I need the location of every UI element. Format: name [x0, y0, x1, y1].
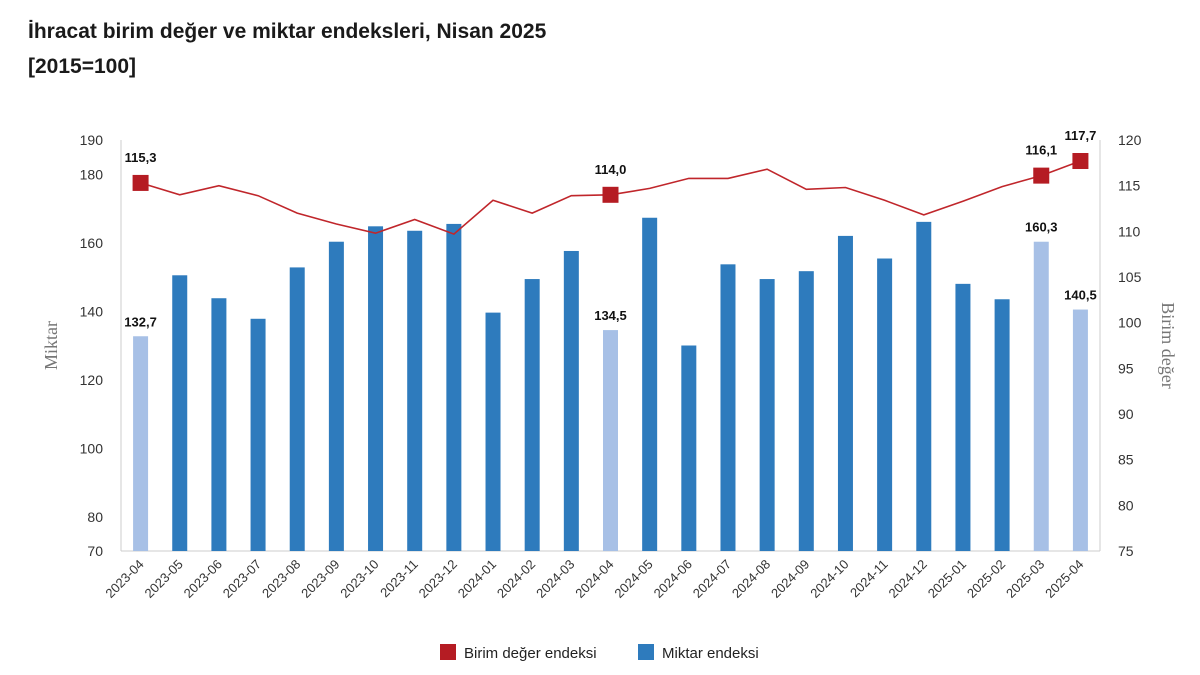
bar [407, 230, 423, 551]
x-tick-label: 2024-04 [572, 557, 616, 601]
x-tick-label: 2024-10 [807, 557, 851, 601]
bar [877, 258, 893, 551]
data-label: 115,3 [125, 150, 157, 165]
bar [642, 217, 658, 551]
legend-swatch [638, 644, 654, 660]
line-marker [602, 186, 619, 203]
x-tick-label: 2024-01 [455, 557, 499, 601]
data-label: 160,3 [1025, 220, 1058, 235]
x-tick-label: 2025-02 [964, 557, 1008, 601]
bar [524, 279, 540, 551]
left-tick-label: 120 [80, 372, 104, 388]
x-tick-label: 2023-11 [377, 557, 421, 601]
bar-series [133, 217, 1088, 552]
x-tick-label: 2025-01 [925, 557, 969, 601]
x-tick-label: 2023-12 [416, 557, 460, 601]
axes: 70 80 100 120 140 160 180 190 75 80 85 90 95 100 105 11… [41, 132, 1178, 559]
data-label: 114,0 [595, 162, 627, 177]
x-tick-label: 2024-11 [847, 557, 891, 601]
x-tick-label: 2024-09 [768, 557, 812, 601]
left-tick-label: 160 [80, 235, 104, 251]
x-tick-label: 2023-05 [142, 557, 186, 601]
x-tick-label: 2025-04 [1042, 557, 1086, 601]
line-marker [1072, 153, 1089, 170]
chart-title: İhracat birim değer ve miktar endeksleri… [28, 20, 547, 43]
bar [759, 279, 775, 551]
bar [603, 330, 618, 551]
right-tick-label: 120 [1118, 132, 1142, 148]
left-tick-label: 140 [80, 303, 104, 319]
data-label: 116,1 [1025, 143, 1057, 158]
right-tick-label: 95 [1118, 360, 1134, 376]
x-tick-label: 2024-03 [533, 557, 577, 601]
left-tick-label: 100 [80, 440, 104, 456]
right-tick-label: 115 [1118, 178, 1141, 194]
legend: Birim değer endeksi Miktar endeksi [440, 644, 759, 662]
bar [916, 221, 932, 552]
bar [1072, 309, 1088, 551]
x-tick-label: 2024-12 [886, 557, 930, 601]
legend-label: Birim değer endeksi [464, 645, 597, 662]
x-tick-label: 2024-05 [611, 557, 655, 601]
data-label: 117,7 [1065, 128, 1097, 143]
x-tick-label: 2025-03 [1003, 557, 1047, 601]
data-labels: 115,3 114,0 116,1 117,7 132,7 134,5 160,3 140,5 [124, 128, 1096, 329]
right-tick-label: 100 [1118, 315, 1142, 331]
bar [368, 226, 384, 551]
bar [1033, 241, 1049, 551]
bar [289, 267, 305, 551]
right-tick-label: 80 [1118, 497, 1134, 513]
left-tick-label: 80 [87, 509, 103, 525]
x-tick-label: 2024-06 [651, 557, 695, 601]
bar [250, 318, 266, 551]
bar [955, 283, 971, 551]
x-tick-label: 2023-10 [337, 557, 381, 601]
x-tick-label: 2023-07 [220, 557, 264, 601]
left-tick-label: 190 [80, 132, 104, 148]
x-tick-label: 2024-08 [729, 557, 773, 601]
left-axis-title: Miktar [41, 321, 61, 370]
left-tick-label: 70 [87, 543, 103, 559]
right-tick-label: 90 [1118, 406, 1134, 422]
x-axis-ticks: 2023-042023-052023-062023-072023-082023-… [102, 557, 1086, 601]
x-tick-label: 2024-02 [494, 557, 538, 601]
bar [172, 275, 188, 551]
bar [133, 336, 149, 551]
bar [328, 241, 344, 551]
bar [563, 250, 579, 551]
legend-label: Miktar endeksi [662, 645, 759, 662]
x-tick-label: 2024-07 [690, 557, 734, 601]
x-tick-label: 2023-06 [181, 557, 225, 601]
legend-swatch [440, 644, 456, 660]
x-tick-label: 2023-09 [298, 557, 342, 601]
bar [446, 223, 462, 551]
x-tick-label: 2023-08 [259, 557, 303, 601]
bar [211, 298, 227, 551]
bar [485, 312, 501, 551]
data-label: 140,5 [1064, 288, 1097, 303]
data-label: 134,5 [594, 308, 627, 323]
left-tick-label: 180 [80, 166, 104, 182]
bar [994, 299, 1010, 551]
x-tick-label: 2023-04 [102, 557, 146, 601]
right-tick-label: 85 [1118, 452, 1134, 468]
right-axis-title: Birim değer [1158, 302, 1178, 388]
line-marker [1033, 167, 1050, 184]
data-label: 132,7 [124, 314, 157, 329]
bar [720, 264, 736, 551]
bar [798, 271, 814, 551]
line-series [132, 153, 1089, 236]
line-marker [132, 174, 149, 191]
right-tick-label: 105 [1118, 269, 1142, 285]
bar [837, 235, 853, 551]
right-tick-label: 75 [1118, 543, 1134, 559]
right-tick-label: 110 [1118, 223, 1141, 239]
chart-subtitle: [2015=100] [28, 55, 137, 78]
bar [681, 345, 697, 551]
